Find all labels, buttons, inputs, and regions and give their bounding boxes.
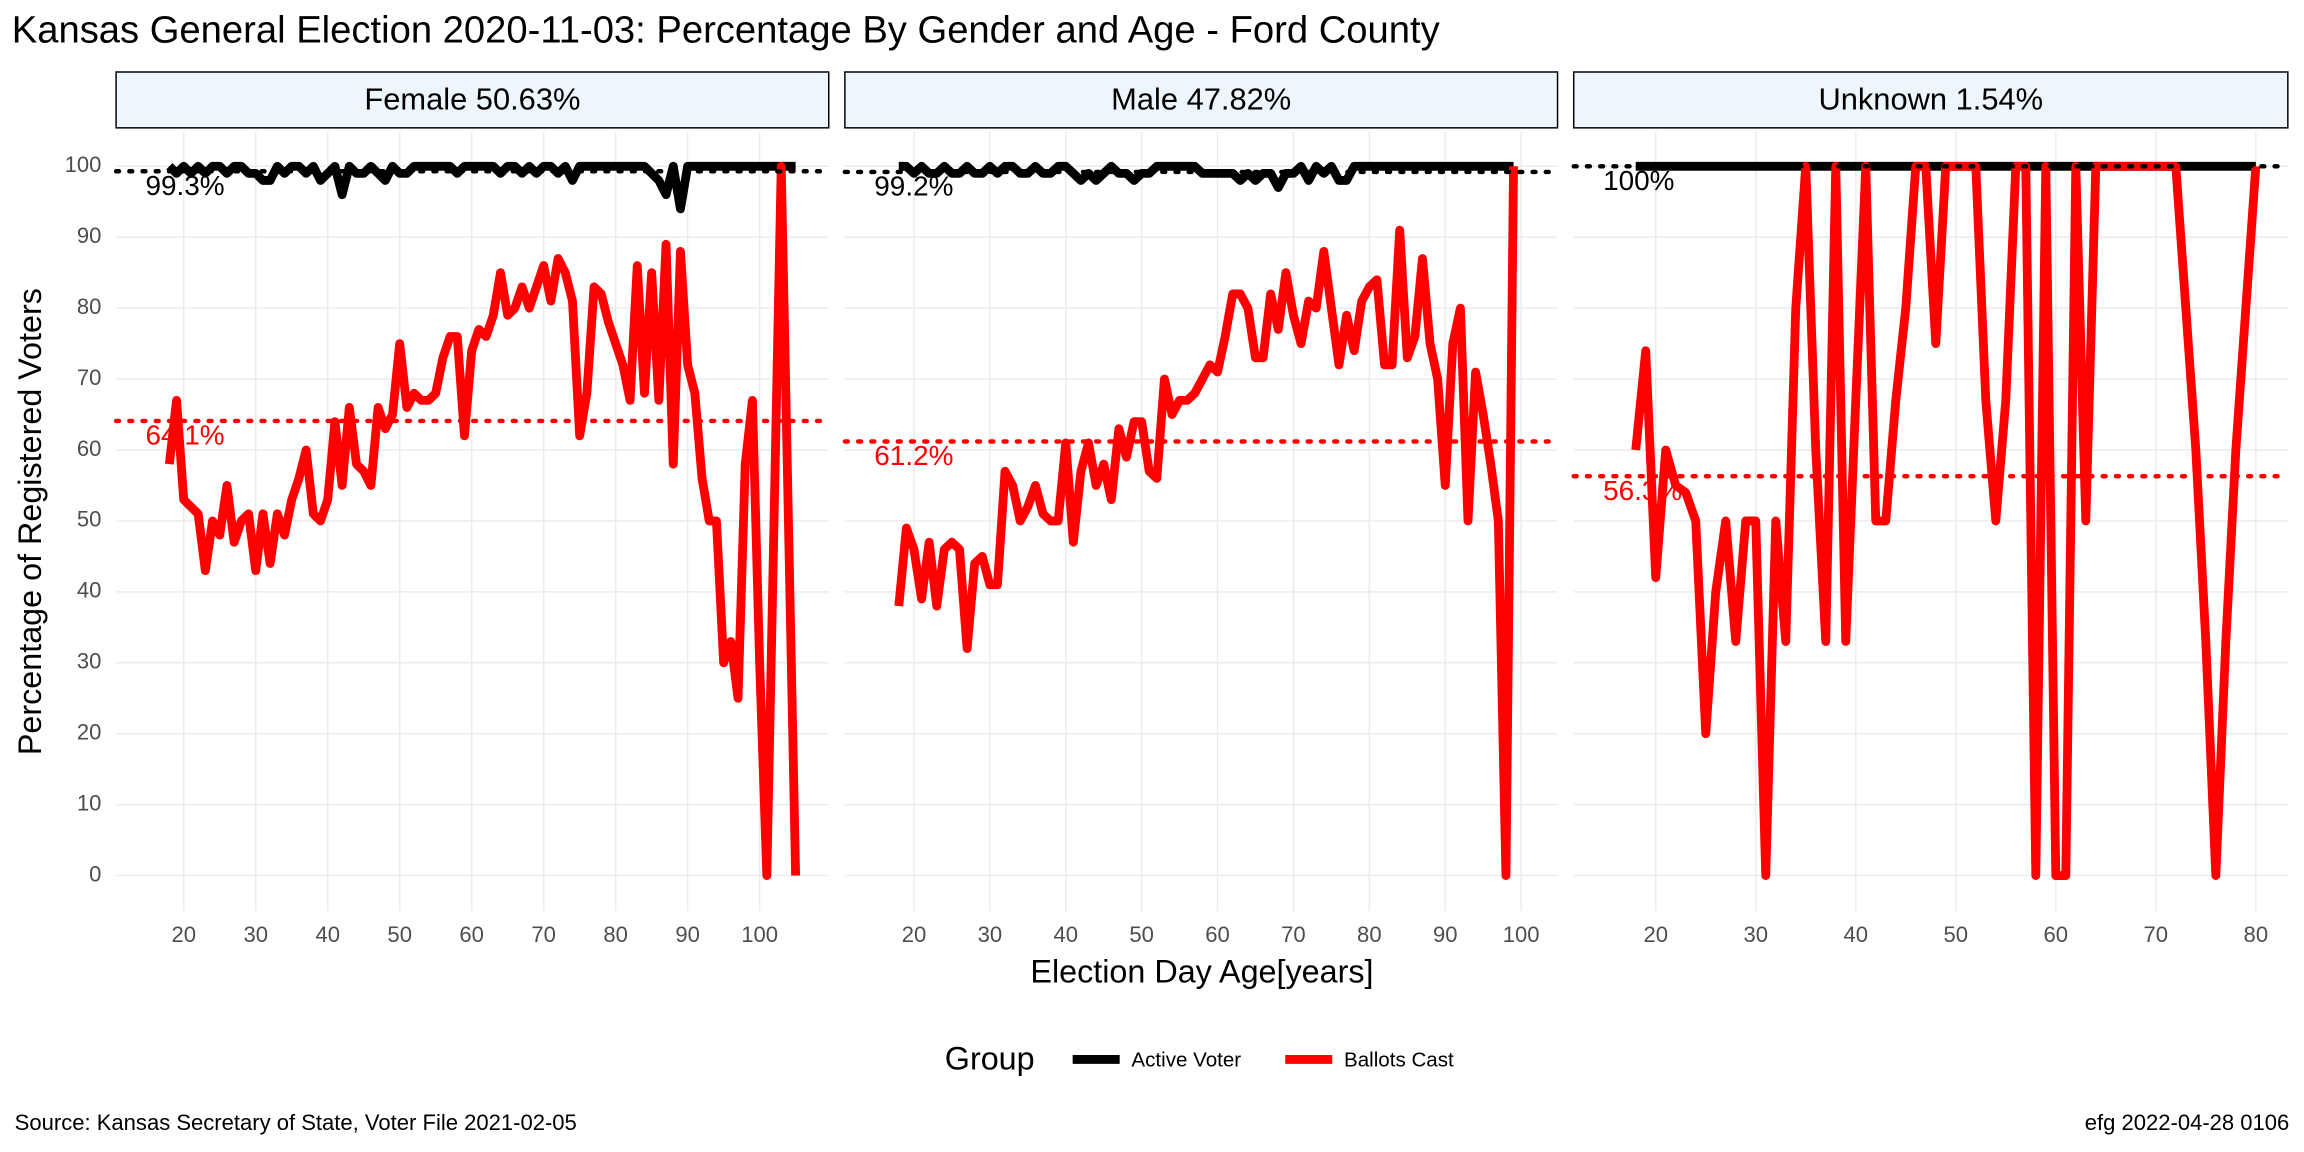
- facet-strip: [1572, 71, 2289, 129]
- reference-label: 100%: [1603, 165, 1674, 196]
- y-tick-label: 10: [77, 790, 102, 815]
- x-tick-label: 30: [978, 922, 1003, 947]
- x-tick-label: 90: [1433, 922, 1458, 947]
- x-tick-label: 50: [387, 922, 412, 947]
- y-tick-label: 40: [77, 578, 102, 603]
- data-line: [164, 161, 801, 880]
- x-tick-label: 70: [2144, 922, 2169, 947]
- reference-label: 99.2%: [874, 171, 953, 202]
- y-tick-label: 50: [77, 507, 102, 532]
- chart-title: Kansas General Election 2020-11-03: Perc…: [12, 8, 1441, 51]
- x-tick-label: 20: [171, 922, 196, 947]
- x-axis-label: Election Day Age[years]: [1030, 954, 1373, 990]
- x-tick-label: 60: [459, 922, 484, 947]
- legend-label: Ballots Cast: [1344, 1048, 1454, 1071]
- source-note: Source: Kansas Secretary of State, Voter…: [15, 1110, 577, 1135]
- reference-label: 56.3%: [1603, 475, 1682, 506]
- x-tick-label: 40: [1844, 922, 1869, 947]
- data-line: [166, 161, 796, 214]
- reference-label: 99.3%: [145, 170, 224, 201]
- x-tick-label: 80: [1357, 922, 1382, 947]
- x-tick-label: 40: [1053, 922, 1078, 947]
- x-tick-label: 60: [2044, 922, 2069, 947]
- data-line: [894, 166, 1518, 880]
- x-tick-label: 70: [531, 922, 556, 947]
- x-tick-label: 30: [243, 922, 268, 947]
- x-tick-label: 90: [675, 922, 700, 947]
- reference-label: 61.2%: [874, 440, 953, 471]
- x-tick-label: 100: [741, 922, 778, 947]
- x-tick-label: 20: [902, 922, 927, 947]
- x-tick-label: 100: [1503, 922, 1540, 947]
- facet-strip: [115, 71, 830, 129]
- facet-title: Female 50.63%: [364, 82, 580, 117]
- y-tick-label: 60: [77, 436, 102, 461]
- y-tick-label: 70: [77, 365, 102, 390]
- y-tick-label: 20: [77, 720, 102, 745]
- legend-title: Group: [945, 1040, 1035, 1076]
- y-tick-label: 100: [65, 152, 102, 177]
- x-tick-label: 50: [1944, 922, 1969, 947]
- x-tick-label: 60: [1205, 922, 1230, 947]
- x-tick-label: 70: [1281, 922, 1306, 947]
- y-tick-label: 30: [77, 649, 102, 674]
- y-axis-label: Percentage of Registered Voters: [12, 288, 48, 755]
- facet-title: Unknown 1.54%: [1818, 82, 2043, 117]
- legend-label: Active Voter: [1131, 1048, 1241, 1071]
- x-tick-label: 80: [2244, 922, 2269, 947]
- x-tick-label: 40: [315, 922, 340, 947]
- facet-title: Male 47.82%: [1111, 82, 1291, 117]
- credit-note: efg 2022-04-28 0106: [2085, 1110, 2290, 1135]
- x-tick-label: 20: [1643, 922, 1668, 947]
- y-tick-label: 90: [77, 223, 102, 248]
- reference-label: 64.1%: [145, 419, 224, 450]
- x-tick-label: 50: [1129, 922, 1154, 947]
- y-tick-label: 0: [89, 861, 101, 886]
- facet-strip: [844, 71, 1559, 129]
- x-tick-label: 30: [1743, 922, 1768, 947]
- x-tick-label: 80: [603, 922, 628, 947]
- y-tick-label: 80: [77, 294, 102, 319]
